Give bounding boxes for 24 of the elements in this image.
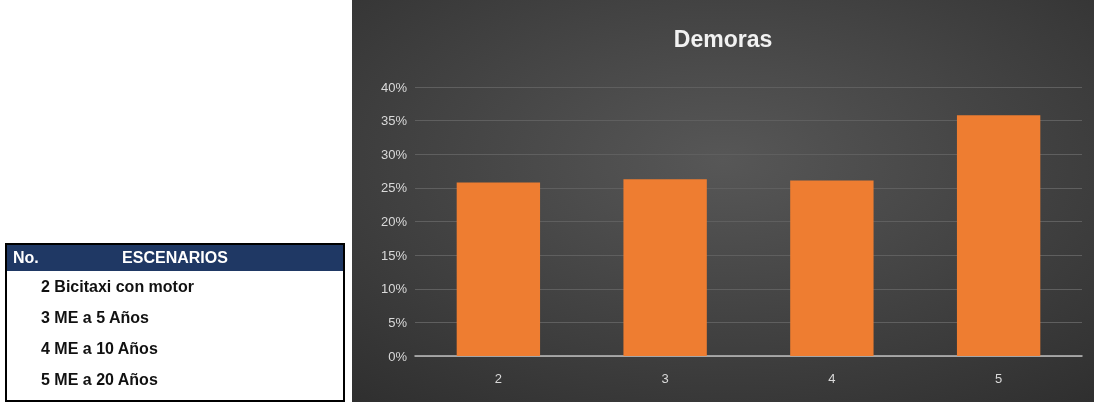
y-tick-label: 35%	[380, 113, 408, 129]
text: 4 ME a 10 Años	[40, 339, 159, 359]
y-tick-label: 40%	[380, 79, 408, 95]
bar	[623, 179, 707, 356]
text: ESCENARIOS	[122, 249, 228, 266]
y-tick-label: 15%	[380, 247, 408, 263]
bar	[790, 180, 874, 356]
x-tick-label: 4	[828, 371, 836, 386]
y-tick-label: 5%	[388, 314, 408, 330]
x-tick-label: 3	[661, 371, 669, 386]
y-tick-label: 25%	[380, 180, 408, 196]
x-tick-label: 5	[995, 371, 1003, 386]
text: 2 Bicitaxi con motor	[40, 277, 195, 297]
bar	[956, 115, 1041, 356]
text: No.	[13, 249, 39, 267]
chart-title: Demoras	[673, 25, 773, 52]
y-tick-label: 10%	[380, 281, 408, 297]
bar	[456, 182, 541, 356]
text: 5 ME a 20 Años	[40, 370, 159, 390]
y-tick-label: 20%	[380, 214, 408, 229]
y-tick-label: 30%	[380, 146, 408, 162]
text: 3 ME a 5 Años	[40, 308, 150, 328]
x-tick-label: 2	[494, 371, 502, 386]
y-tick-label: 0%	[388, 348, 408, 364]
